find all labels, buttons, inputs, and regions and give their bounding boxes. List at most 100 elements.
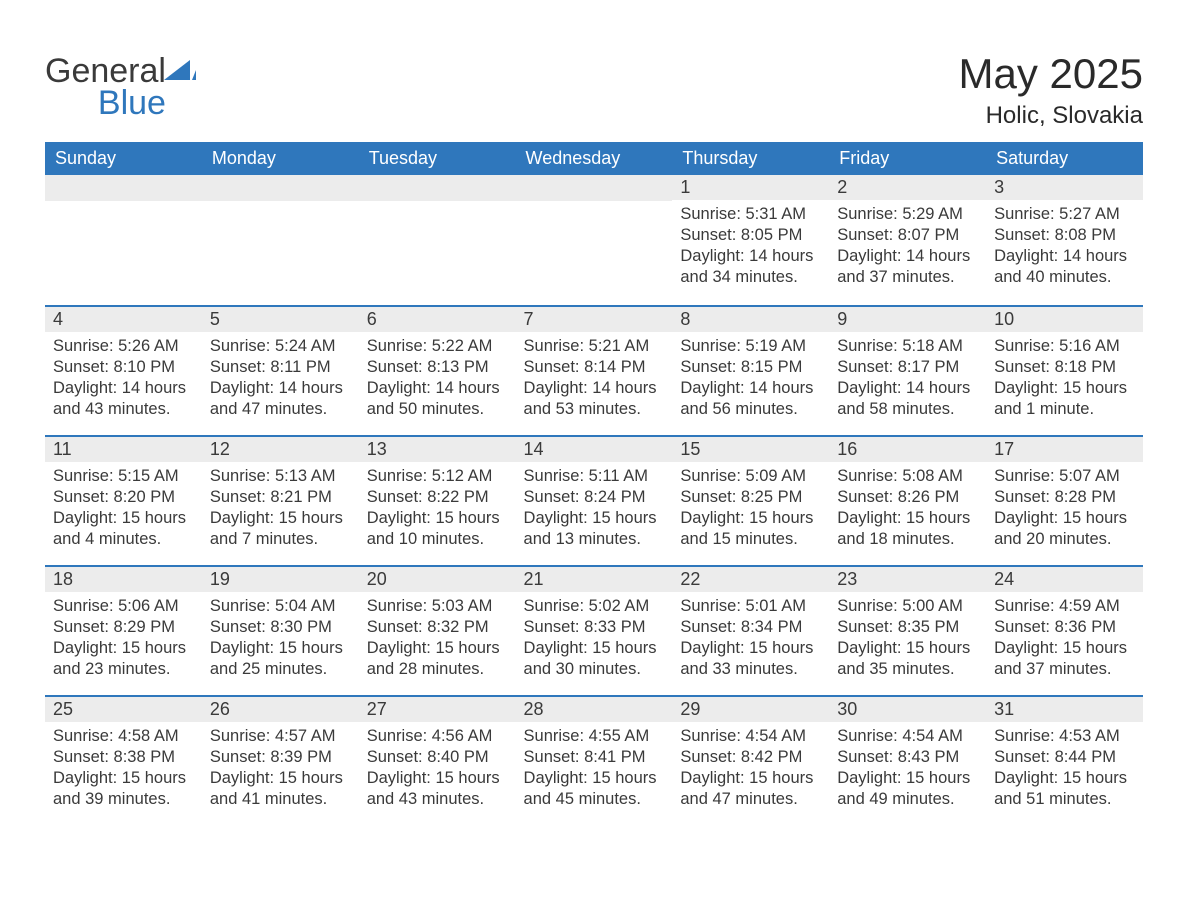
sunset-line: Sunset: 8:21 PM <box>210 488 332 506</box>
sunset-line: Sunset: 8:30 PM <box>210 618 332 636</box>
day-number: 26 <box>202 695 359 722</box>
daylight-line: Daylight: 15 hours and 13 minutes. <box>524 509 657 548</box>
daylight-line: Daylight: 14 hours and 58 minutes. <box>837 379 970 418</box>
day-number: 23 <box>829 565 986 592</box>
daylight-line: Daylight: 14 hours and 47 minutes. <box>210 379 343 418</box>
daylight-line: Daylight: 14 hours and 53 minutes. <box>524 379 657 418</box>
day-number: 3 <box>986 175 1143 200</box>
day-number: 9 <box>829 305 986 332</box>
day-cell: 28Sunrise: 4:55 AMSunset: 8:41 PMDayligh… <box>516 695 673 825</box>
day-data: Sunrise: 5:13 AM Sunset: 8:21 PM Daylight:… <box>202 462 359 552</box>
day-cell: 21Sunrise: 5:02 AMSunset: 8:33 PMDayligh… <box>516 565 673 695</box>
day-cell: 23Sunrise: 5:00 AMSunset: 8:35 PMDayligh… <box>829 565 986 695</box>
daylight-line: Daylight: 15 hours and 30 minutes. <box>524 639 657 678</box>
day-number: 29 <box>672 695 829 722</box>
day-cell: 5Sunrise: 5:24 AMSunset: 8:11 PMDaylight… <box>202 305 359 435</box>
weekday-header: Monday <box>202 142 359 175</box>
day-cell: 1 Sunrise: 5:31 AM Sunset: 8:05 PM Daylight… <box>672 175 829 305</box>
day-number: 1 <box>672 175 829 200</box>
sunrise-line: Sunrise: 5:01 AM <box>680 597 806 615</box>
daylight-line: Daylight: 15 hours and 28 minutes. <box>367 639 500 678</box>
calendar-row: 25Sunrise: 4:58 AMSunset: 8:38 PMDayligh… <box>45 695 1143 825</box>
day-number: 15 <box>672 435 829 462</box>
day-cell: 31Sunrise: 4:53 AMSunset: 8:44 PMDayligh… <box>986 695 1143 825</box>
daylight-line: Daylight: 14 hours and 56 minutes. <box>680 379 813 418</box>
day-number: 5 <box>202 305 359 332</box>
brand-blue: Blue <box>45 86 166 120</box>
day-cell: 29Sunrise: 4:54 AMSunset: 8:42 PMDayligh… <box>672 695 829 825</box>
sunset-line: Sunset: 8:34 PM <box>680 618 802 636</box>
day-number: 30 <box>829 695 986 722</box>
day-data: Sunrise: 4:53 AMSunset: 8:44 PMDaylight:… <box>986 722 1143 812</box>
daylight-line: Daylight: 15 hours and 51 minutes. <box>994 769 1127 808</box>
daylight-line: Daylight: 14 hours and 34 minutes. <box>680 247 813 286</box>
day-number: 28 <box>516 695 673 722</box>
daylight-line: Daylight: 15 hours and 18 minutes. <box>837 509 970 548</box>
title-block: May 2025 Holic, Slovakia <box>959 40 1143 136</box>
header: General Blue May 2025 Holic, Slovakia <box>45 40 1143 136</box>
sunset-line: Sunset: 8:29 PM <box>53 618 175 636</box>
daylight-line: Daylight: 15 hours and 45 minutes. <box>524 769 657 808</box>
day-data: Sunrise: 5:06 AMSunset: 8:29 PMDaylight:… <box>45 592 202 682</box>
day-cell: 27Sunrise: 4:56 AMSunset: 8:40 PMDayligh… <box>359 695 516 825</box>
day-number: 2 <box>829 175 986 200</box>
day-cell: 30Sunrise: 4:54 AMSunset: 8:43 PMDayligh… <box>829 695 986 825</box>
sunrise-line: Sunrise: 5:31 AM <box>680 205 806 223</box>
day-number: 27 <box>359 695 516 722</box>
location: Holic, Slovakia <box>959 102 1143 130</box>
sunset-line: Sunset: 8:14 PM <box>524 358 646 376</box>
day-data: Sunrise: 5:03 AMSunset: 8:32 PMDaylight:… <box>359 592 516 682</box>
day-data: Sunrise: 5:08 AMSunset: 8:26 PMDaylight:… <box>829 462 986 552</box>
day-data: Sunrise: 5:29 AMSunset: 8:07 PMDaylight:… <box>829 200 986 290</box>
empty-cell <box>45 175 202 305</box>
day-number: 24 <box>986 565 1143 592</box>
daylight-line: Daylight: 15 hours and 1 minute. <box>994 379 1127 418</box>
sunset-line: Sunset: 8:07 PM <box>837 226 959 244</box>
calendar-row: 1 Sunrise: 5:31 AM Sunset: 8:05 PM Daylight… <box>45 175 1143 305</box>
sunrise-line: Sunrise: 5:24 AM <box>210 337 336 355</box>
day-data: Sunrise: 4:56 AMSunset: 8:40 PMDaylight:… <box>359 722 516 812</box>
sunrise-line: Sunrise: 4:59 AM <box>994 597 1120 615</box>
day-number: 11 <box>45 435 202 462</box>
daylight-line: Daylight: 15 hours and 7 minutes. <box>210 509 343 548</box>
day-data: Sunrise: 4:58 AMSunset: 8:38 PMDaylight:… <box>45 722 202 812</box>
calendar-row: 11Sunrise: 5:15 AMSunset: 8:20 PMDayligh… <box>45 435 1143 565</box>
sunrise-line: Sunrise: 5:07 AM <box>994 467 1120 485</box>
sunrise-line: Sunrise: 5:11 AM <box>524 467 648 485</box>
brand-logo: General Blue <box>45 40 196 120</box>
page-title: May 2025 <box>959 50 1143 98</box>
day-number: 31 <box>986 695 1143 722</box>
day-cell: 25Sunrise: 4:58 AMSunset: 8:38 PMDayligh… <box>45 695 202 825</box>
sunset-line: Sunset: 8:05 PM <box>680 226 802 244</box>
day-number: 20 <box>359 565 516 592</box>
sunrise-line: Sunrise: 4:54 AM <box>837 727 963 745</box>
sunset-line: Sunset: 8:33 PM <box>524 618 646 636</box>
day-cell: 19Sunrise: 5:04 AMSunset: 8:30 PMDayligh… <box>202 565 359 695</box>
sunrise-line: Sunrise: 5:18 AM <box>837 337 963 355</box>
day-data: Sunrise: 5:07 AMSunset: 8:28 PMDaylight:… <box>986 462 1143 552</box>
sunrise-line: Sunrise: 5:06 AM <box>53 597 179 615</box>
sunrise-line: Sunrise: 4:54 AM <box>680 727 806 745</box>
weekday-header: Friday <box>829 142 986 175</box>
sunrise-line: Sunrise: 5:27 AM <box>994 205 1120 223</box>
daylight-line: Daylight: 15 hours and 33 minutes. <box>680 639 813 678</box>
daylight-line: Daylight: 15 hours and 39 minutes. <box>53 769 186 808</box>
day-number: 4 <box>45 305 202 332</box>
sunrise-line: Sunrise: 4:57 AM <box>210 727 336 745</box>
day-number: 8 <box>672 305 829 332</box>
day-number: 18 <box>45 565 202 592</box>
sunrise-line: Sunrise: 5:19 AM <box>680 337 806 355</box>
sunset-line: Sunset: 8:26 PM <box>837 488 959 506</box>
day-data: Sunrise: 5:19 AMSunset: 8:15 PMDaylight:… <box>672 332 829 422</box>
daylight-line: Daylight: 15 hours and 41 minutes. <box>210 769 343 808</box>
empty-filler <box>202 175 359 201</box>
brand-triangle-icon <box>164 58 196 82</box>
weekday-header: Sunday <box>45 142 202 175</box>
daylight-line: Daylight: 15 hours and 4 minutes. <box>53 509 186 548</box>
daylight-line: Daylight: 15 hours and 15 minutes. <box>680 509 813 548</box>
day-data: Sunrise: 4:54 AMSunset: 8:43 PMDaylight:… <box>829 722 986 812</box>
sunrise-line: Sunrise: 5:03 AM <box>367 597 493 615</box>
day-cell: 16Sunrise: 5:08 AMSunset: 8:26 PMDayligh… <box>829 435 986 565</box>
sunset-line: Sunset: 8:24 PM <box>524 488 646 506</box>
sunrise-line: Sunrise: 5:13 AM <box>210 467 336 485</box>
